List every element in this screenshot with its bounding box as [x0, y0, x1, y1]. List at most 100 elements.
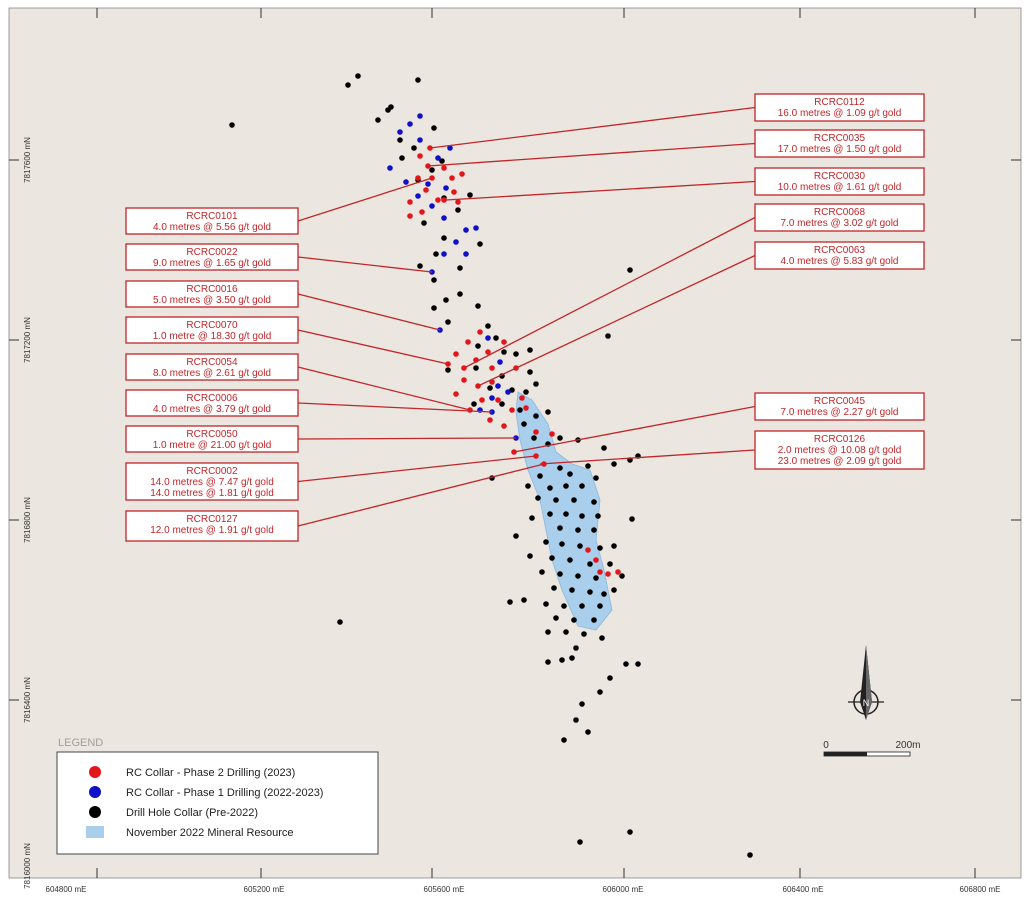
pre2022-collar-dot: [471, 401, 477, 407]
pre2022-collar-dot: [421, 220, 427, 226]
phase1-collar-dot: [417, 137, 423, 143]
pre2022-collar-dot: [627, 267, 633, 273]
pre2022-collar-dot: [575, 527, 581, 533]
leader-line: [445, 180, 756, 201]
pre2022-collar-dot: [455, 207, 461, 213]
pre2022-collar-dot: [747, 852, 753, 858]
callout-hole-id: RCRC0030: [814, 171, 866, 182]
pre2022-collar-dot: [567, 557, 573, 563]
pre2022-collar-dot: [457, 265, 463, 271]
pre2022-collar-dot: [539, 569, 545, 575]
pre2022-collar-dot: [513, 533, 519, 539]
pre2022-collar-dot: [545, 409, 551, 415]
leader-line: [297, 455, 537, 483]
phase2-collar-dot: [453, 391, 459, 397]
callout-hole-id: RCRC0050: [186, 429, 238, 440]
pre2022-collar-dot: [473, 365, 479, 371]
phase2-collar-dot: [533, 429, 539, 435]
phase1-collar-dot: [447, 145, 453, 151]
pre2022-collar-dot: [597, 545, 603, 551]
pre2022-collar-dot: [431, 125, 437, 131]
pre2022-collar-dot: [441, 235, 447, 241]
phase1-collar-dot: [435, 155, 441, 161]
pre2022-collar-dot: [457, 291, 463, 297]
callout-intercept: 4.0 metres @ 3.79 g/t gold: [153, 404, 271, 415]
pre2022-collar-dot: [533, 413, 539, 419]
pre2022-collar-dot: [623, 661, 629, 667]
pre2022-collar-dot: [475, 303, 481, 309]
pre2022-collar-dot: [523, 389, 529, 395]
pre2022-collar-dot: [501, 349, 507, 355]
legend: LEGEND RC Collar - Phase 2 Drilling (202…: [56, 737, 379, 855]
pre2022-collar-dot: [595, 513, 601, 519]
callout-intercept: 10.0 metres @ 1.61 g/t gold: [778, 182, 902, 193]
pre2022-collar-dot: [585, 463, 591, 469]
pre2022-collar-dot: [601, 591, 607, 597]
scale-bar: 0 200m: [823, 740, 921, 757]
pre2022-collar-dot: [591, 527, 597, 533]
phase1-collar-dot: [403, 179, 409, 185]
pre2022-collar-dot: [533, 381, 539, 387]
pre2022-collar-dot: [579, 701, 585, 707]
phase1-collar-dot: [417, 113, 423, 119]
pre2022-collar-dot: [561, 603, 567, 609]
pre2022-collar-dot: [553, 497, 559, 503]
pre2022-collar-dot: [439, 158, 445, 164]
y-tick-label: 7816000 mN: [23, 843, 32, 889]
phase2-collar-dot: [441, 165, 447, 171]
pre2022-collar-dot: [591, 499, 597, 505]
phase1-collar-dot: [387, 165, 393, 171]
scale-bar-end-label: 200m: [895, 740, 920, 751]
pre2022-collar-dot: [557, 465, 563, 471]
pre2022-collar-dot: [591, 617, 597, 623]
phase2-collar-dot: [615, 569, 621, 575]
pre2022-collar-dot: [415, 77, 421, 83]
pre2022-collar-dot: [521, 597, 527, 603]
pre2022-collar-dot: [571, 497, 577, 503]
callout-intercept: 14.0 metres @ 7.47 g/t gold: [150, 477, 274, 488]
legend-resource-swatch: [86, 826, 104, 838]
pre2022-collar-dot: [517, 407, 523, 413]
callout-intercept: 12.0 metres @ 1.91 g/t gold: [150, 525, 274, 536]
callout-intercept: 1.0 metre @ 21.00 g/t gold: [153, 440, 272, 451]
north-arrow-icon: N: [848, 645, 884, 720]
pre2022-collar-dot: [593, 575, 599, 581]
phase1-collar-dot: [485, 335, 491, 341]
pre2022-collar-dot: [417, 263, 423, 269]
pre2022-collar-dot: [543, 601, 549, 607]
pre2022-collar-dot: [431, 305, 437, 311]
pre2022-collar-dot: [561, 737, 567, 743]
pre2022-collar-dot: [607, 561, 613, 567]
callout-intercept: 23.0 metres @ 2.09 g/t gold: [778, 456, 902, 467]
pre2022-collar-dot: [559, 657, 565, 663]
pre2022-collar-dot: [597, 603, 603, 609]
phase1-collar-dot: [463, 227, 469, 233]
leader-line: [539, 449, 756, 465]
y-tick-label: 7816400 mN: [23, 677, 32, 723]
phase2-collar-dot: [415, 175, 421, 181]
phase1-collar-dot: [505, 389, 511, 395]
callout-hole-id: RCRC0045: [814, 396, 866, 407]
phase2-collar-dot: [479, 397, 485, 403]
pre2022-collar-dot: [611, 543, 617, 549]
pre2022-collar-dot: [527, 369, 533, 375]
leader-line: [297, 177, 433, 222]
pre2022-collar-dot: [557, 435, 563, 441]
phase2-collar-dot: [605, 571, 611, 577]
x-tick-label: 605200 mE: [244, 885, 285, 894]
pre2022-collar-dot: [581, 631, 587, 637]
pre2022-collar-dot: [431, 277, 437, 283]
phase2-collar-dot: [465, 339, 471, 345]
pre2022-collar-dot: [611, 461, 617, 467]
pre2022-collar-dot: [557, 571, 563, 577]
pre2022-collar-dot: [569, 587, 575, 593]
phase1-collar-dot: [441, 215, 447, 221]
phase2-collar-dot: [523, 405, 529, 411]
legend-item-label: November 2022 Mineral Resource: [126, 827, 294, 839]
